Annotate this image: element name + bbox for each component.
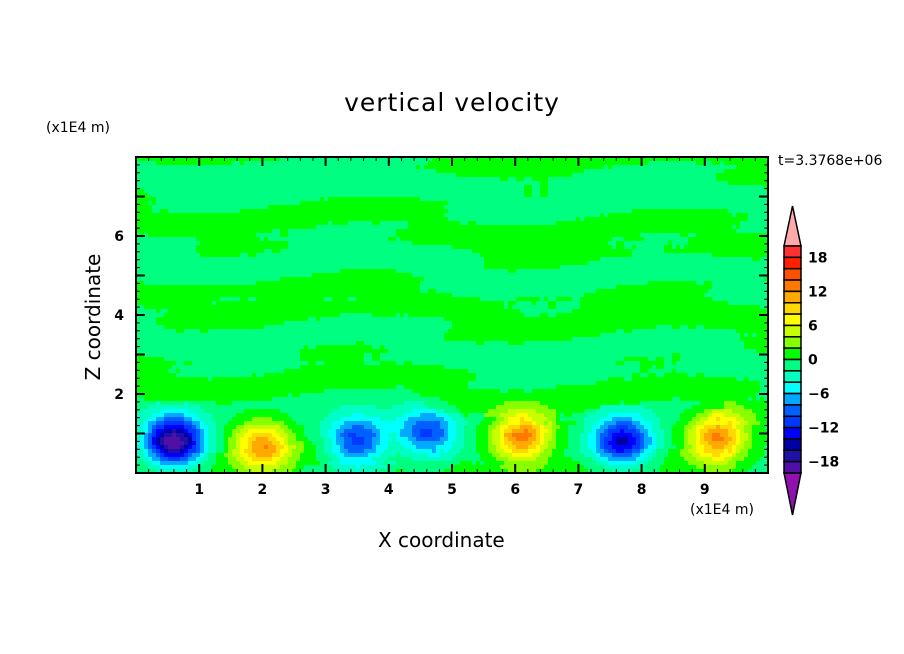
colorbar-box	[783, 336, 802, 349]
x-tick-label: 4	[384, 482, 394, 498]
plot-frame	[135, 156, 769, 474]
colorbar-box	[783, 460, 802, 474]
colorbar-tick-label: 6	[808, 318, 818, 334]
x-tick-label: 9	[700, 482, 710, 498]
x-multiplier-label: (x1E4 m)	[690, 502, 754, 518]
colorbar-box	[783, 256, 802, 270]
colorbar-tick-label: 12	[808, 284, 827, 300]
colorbar-tick-label: −6	[808, 387, 829, 403]
x-tick-label: 3	[321, 482, 331, 498]
y-tick-label: 2	[114, 387, 124, 403]
colorbar-over-arrow	[783, 205, 802, 247]
colorbar-under-arrow	[783, 472, 802, 516]
colorbar-box	[783, 347, 802, 361]
colorbar-box	[783, 438, 802, 452]
contour-field	[136, 157, 768, 473]
x-tick-label: 7	[574, 482, 584, 498]
colorbar-box	[783, 290, 802, 304]
colorbar-box	[783, 449, 802, 463]
colorbar-box	[783, 370, 802, 383]
colorbar-box	[783, 404, 802, 417]
y-axis-label: Z coordinate	[81, 253, 105, 381]
time-label: t=3.3768e+06	[778, 153, 883, 169]
y-multiplier-label: (x1E4 m)	[46, 120, 110, 136]
colorbar-tick-label: 0	[808, 353, 818, 369]
y-tick-label: 4	[114, 308, 124, 324]
colorbar-box	[783, 267, 802, 281]
colorbar-box	[783, 245, 802, 259]
y-tick-label: 6	[114, 229, 124, 245]
colorbar-box	[783, 358, 802, 372]
colorbar-box	[783, 302, 802, 315]
colorbar-tick-label: −12	[808, 421, 839, 437]
colorbar-box	[783, 381, 802, 395]
x-tick-label: 1	[194, 482, 204, 498]
colorbar-box	[783, 415, 802, 429]
colorbar-box	[783, 392, 802, 406]
colorbar-box	[783, 279, 802, 293]
colorbar-tick-label: −18	[808, 455, 839, 471]
colorbar-box	[783, 324, 802, 338]
colorbar-tick-label: 18	[808, 250, 827, 266]
colorbar-box	[783, 313, 802, 327]
x-tick-label: 2	[258, 482, 268, 498]
colorbar-box	[783, 426, 802, 440]
x-axis-label: X coordinate	[378, 528, 505, 552]
chart-title: vertical velocity	[344, 88, 560, 117]
x-tick-label: 8	[637, 482, 647, 498]
x-tick-label: 6	[510, 482, 520, 498]
x-tick-label: 5	[447, 482, 457, 498]
